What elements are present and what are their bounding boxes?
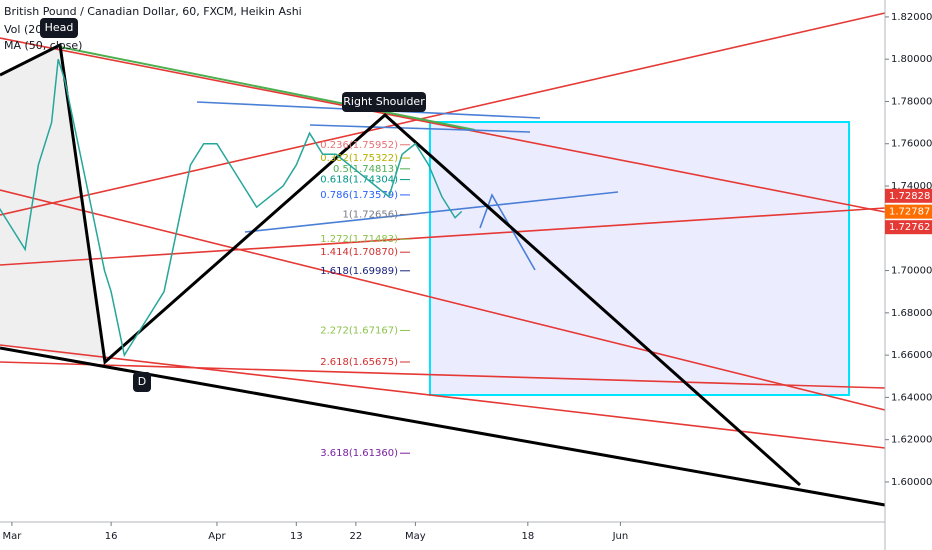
price-tag-label: 1.72787: [889, 207, 930, 218]
y-tick-label: 1.82000: [891, 12, 932, 23]
fib-label: 3.618(1.61360): [320, 448, 398, 459]
x-tick-label: 13: [290, 531, 303, 542]
y-tick-label: 1.66000: [891, 350, 932, 361]
fib-label: 0.236(1.75952): [320, 140, 398, 151]
y-tick-label: 1.78000: [891, 96, 932, 107]
y-tick-label: 1.62000: [891, 435, 932, 446]
annotation-box: [133, 372, 151, 392]
y-tick-label: 1.80000: [891, 54, 932, 65]
indicator: Vol (20): [4, 23, 47, 36]
x-tick-label: 16: [105, 531, 118, 542]
y-tick-label: 1.76000: [891, 139, 932, 150]
price-line: [0, 58, 463, 358]
x-tick-label: 18: [521, 531, 534, 542]
fib-label: 0.618(1.74304): [320, 175, 398, 186]
annotation: D: [138, 375, 146, 388]
y-tick-label: 1.74000: [891, 181, 932, 192]
green-line: [59, 46, 476, 131]
price-tag: [885, 188, 932, 203]
fib-label: 2.272(1.67167): [320, 325, 398, 336]
fib-label: 0.382(1.75322): [320, 153, 398, 164]
x-tick-label: Jun: [612, 531, 629, 542]
x-tick-label: Apr: [208, 531, 226, 542]
x-tick-label: May: [405, 531, 426, 542]
y-tick-label: 1.70000: [891, 266, 932, 277]
price-tag: [885, 220, 932, 235]
annotation: Head: [45, 21, 74, 34]
y-tick-label: 1.60000: [891, 477, 932, 488]
title: British Pound / Canadian Dollar, 60, FXC…: [4, 5, 302, 18]
price-tag: [885, 204, 932, 219]
fib-label: 0.786(1.73579): [320, 190, 398, 201]
fib-label: 1.414(1.70870): [320, 247, 398, 258]
x-tick-label: Mar: [2, 531, 22, 542]
fib-label: 2.618(1.65675): [320, 357, 398, 368]
indicator: MA (50, close): [4, 39, 82, 52]
annotation-box: [40, 18, 78, 38]
price-tag-label: 1.72762: [889, 222, 930, 233]
y-tick-label: 1.64000: [891, 392, 932, 403]
fib-label: 1.618(1.69989): [320, 266, 398, 277]
y-tick-label: 1.68000: [891, 308, 932, 319]
annotation: Right Shoulder: [343, 95, 425, 108]
fib-label: 0.5(1.74813): [333, 164, 398, 175]
price-tag-label: 1.72828: [889, 191, 930, 202]
fib-label: 1.272(1.71483): [320, 234, 398, 245]
fib-label: 1(1.72656): [342, 209, 398, 220]
x-tick-label: 22: [349, 531, 362, 542]
annotation-box: [342, 92, 426, 112]
